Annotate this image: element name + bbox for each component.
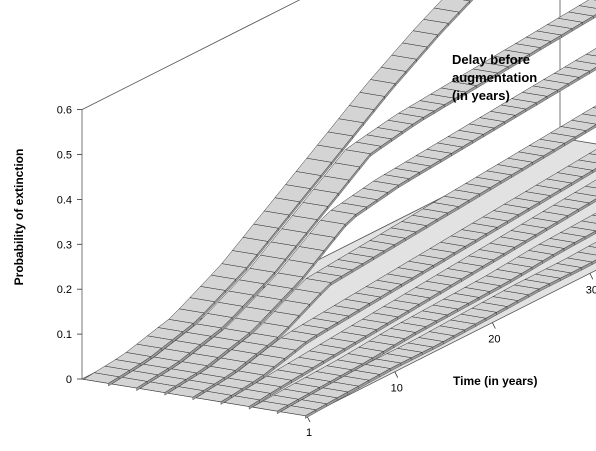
y-tick-label: 0.3 [57,239,72,251]
series-ribbon [251,212,596,415]
ribbon-segment [570,113,596,125]
series-ribbon [139,48,596,396]
y-axis-title: Probability of extinction [12,149,26,286]
x-tick-label: 10 [391,383,403,395]
ribbon-edge-segment [592,168,596,174]
legend-title-line: augmentation [452,70,537,85]
y-axis-ticks: 0 0.1 0.2 0.3 0.4 0.5 0.6 [57,105,82,386]
x-axis-title: Time (in years) [453,374,537,388]
x-axis-ticks: 11020304050 [306,273,596,439]
x-tick-label: 20 [488,334,500,346]
ribbon-segment [588,149,596,155]
legend-title: Delay before augmentation (in years) [452,52,537,103]
ribbon-segment [591,212,596,216]
series-ribbon [195,149,596,405]
x-tick-label: 1 [306,427,312,439]
y-tick-label: 0.4 [57,194,72,206]
x-tick-mark [589,273,594,280]
series-ribbon [111,0,596,392]
ribbon-segment [574,54,596,65]
x-tick-mark [491,322,496,329]
series-ribbon [279,241,596,419]
series-ribbon [83,0,474,387]
ribbon-edge-segment [469,0,474,5]
series-ribbon [167,105,596,401]
ribbon-segment [592,105,596,109]
ribbon-segment [570,220,596,232]
legend-title-line: (in years) [452,88,510,103]
ribbon-segment [577,245,596,256]
ribbon-segment [567,5,596,17]
y-tick-label: 0.6 [57,105,72,117]
ribbon-edge-segment [591,259,596,266]
series-ribbons [83,0,596,419]
ribbon-segment [580,214,596,224]
x-tick-mark [394,371,399,378]
y-tick-label: 0 [66,374,72,386]
ribbon-segment [585,48,596,57]
ribbon-segment [574,185,596,197]
legend-title-line: Delay before [452,52,530,67]
ribbon-segment [567,159,596,171]
y-tick-label: 0.1 [57,329,72,341]
ribbon-segment [563,192,596,204]
series-ribbon [223,179,596,410]
y-tick-label: 0.2 [57,284,72,296]
ribbon-segment [462,0,471,2]
ribbon-edge-segment [589,66,596,75]
back-top-edge [81,0,301,110]
ribbon-segment [577,153,596,164]
ribbon-segment [584,179,596,189]
ribbon-segment [564,60,596,72]
x-tick-label: 30 [586,284,596,296]
ribbon-segment [581,107,596,117]
ribbon-segment [566,251,596,263]
ribbon-edge-segment [588,198,596,206]
y-tick-label: 0.5 [57,150,72,162]
ribbon-edge-segment [593,14,596,20]
